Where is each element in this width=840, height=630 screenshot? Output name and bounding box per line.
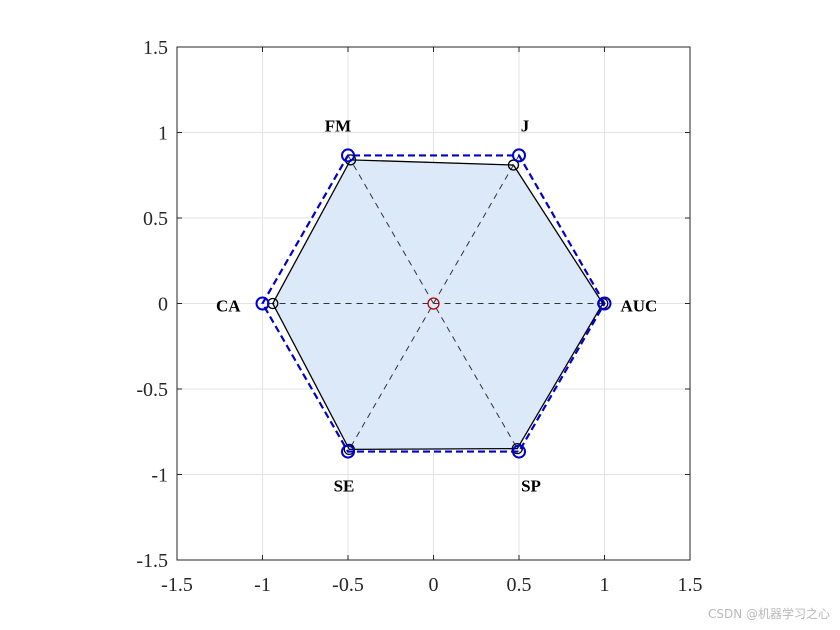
x-tick-label: -0.5	[332, 574, 364, 596]
watermark: CSDN @机器学习之心	[707, 607, 830, 621]
y-tick-label: -1.5	[136, 550, 168, 572]
data-point-SE	[341, 444, 355, 459]
data-point-J	[507, 159, 520, 171]
x-tick-label: 0	[429, 574, 439, 596]
series-reference-outline	[261, 154, 606, 453]
data-point-CA	[255, 296, 270, 311]
data-point-SP	[511, 442, 523, 455]
spoke-line	[347, 155, 520, 452]
y-tick-label: 0.5	[143, 208, 168, 230]
series-layer	[272, 159, 603, 450]
data-point-J	[512, 148, 526, 163]
x-tick-label: -1	[254, 574, 271, 596]
series-outlines	[255, 148, 612, 459]
vertex-label-SP: SP	[521, 477, 541, 496]
x-tick-label: 1.5	[678, 574, 703, 596]
vertex-label-J: J	[521, 116, 530, 135]
y-tick-label: -0.5	[136, 379, 168, 401]
center-marker	[427, 297, 440, 310]
vertex-label-FM: FM	[325, 116, 351, 135]
vertex-label-AUC: AUC	[621, 297, 658, 316]
y-tick-label: 0	[158, 294, 168, 316]
x-tick-label: 0.5	[507, 574, 532, 596]
data-point-SP	[512, 444, 526, 459]
tick-labels: -1.5 -1 -0.5 0 0.5 1 1.5 1.5 1 0.5 0 -0.5 -1 -1.5	[136, 37, 702, 596]
y-tick-label: 1	[158, 123, 168, 145]
spoke-lines	[262, 155, 605, 452]
series-outline	[272, 159, 604, 451]
vertex-label-CA: CA	[216, 297, 241, 316]
y-tick-label: -1	[151, 465, 168, 487]
x-tick-label: 1	[600, 574, 610, 596]
y-tick-label: 1.5	[143, 37, 168, 59]
vertex-label-SE: SE	[334, 477, 355, 496]
x-tick-label: -1.5	[161, 574, 193, 596]
series-fill	[272, 159, 603, 450]
axes-box	[176, 46, 691, 561]
vertex-labels: AUC J FM CA SE SP	[216, 116, 657, 495]
data-point-FM	[341, 148, 355, 163]
data-point-AUC	[597, 296, 612, 311]
